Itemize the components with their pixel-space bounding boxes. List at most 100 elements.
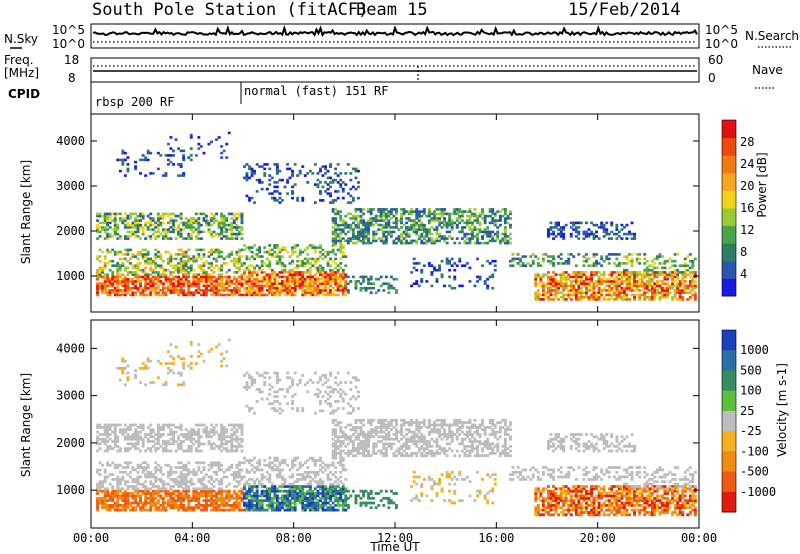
data-cell (237, 494, 241, 498)
data-cell (187, 282, 191, 285)
data-cell (237, 423, 241, 427)
data-cell (645, 295, 649, 299)
data-cell (673, 291, 677, 294)
data-cell (286, 291, 289, 294)
data-cell (113, 280, 117, 283)
data-cell (650, 286, 654, 290)
data-cell (96, 496, 99, 500)
data-cell (389, 235, 393, 238)
data-cell (118, 480, 122, 484)
data-cell (605, 293, 609, 297)
data-cell (136, 494, 140, 498)
data-cell (372, 282, 376, 285)
data-cell (199, 442, 203, 446)
data-cell (265, 289, 269, 292)
data-cell (189, 257, 193, 261)
data-cell (123, 366, 127, 370)
data-cell (379, 237, 383, 240)
data-cell (351, 235, 355, 238)
data-cell (207, 487, 211, 491)
data-cell (151, 504, 155, 507)
data-cell (263, 271, 267, 274)
data-cell (179, 440, 183, 443)
data-cell (156, 426, 160, 429)
data-cell (275, 259, 279, 263)
data-cell (164, 291, 168, 294)
data-cell (686, 255, 690, 258)
data-cell (635, 257, 639, 261)
data-cell (111, 492, 115, 495)
data-cell (144, 248, 148, 252)
data-cell (367, 219, 370, 222)
data-cell (212, 284, 216, 288)
data-cell (270, 508, 274, 512)
data-cell (235, 470, 239, 474)
data-cell (683, 289, 687, 292)
data-cell (205, 435, 208, 439)
data-cell (483, 228, 487, 231)
data-cell (210, 475, 213, 479)
data-cell (574, 295, 578, 299)
data-cell (367, 237, 370, 240)
data-cell (197, 230, 201, 234)
data-cell (116, 286, 120, 290)
data-cell (210, 492, 213, 495)
data-cell (567, 257, 571, 261)
data-cell (217, 480, 221, 484)
data-cell (339, 178, 343, 182)
data-cell (250, 282, 254, 285)
data-cell (288, 489, 292, 493)
data-cell (192, 226, 196, 229)
data-cell (443, 239, 446, 243)
data-cell (240, 437, 244, 441)
data-cell (281, 289, 284, 292)
data-cell (691, 277, 695, 281)
data-cell (265, 275, 269, 279)
data-cell (144, 271, 148, 274)
data-cell (559, 226, 563, 229)
data-cell (126, 221, 130, 225)
data-cell (151, 232, 155, 236)
data-cell (620, 291, 624, 294)
data-cell (440, 212, 444, 216)
data-cell (458, 210, 462, 213)
data-cell (293, 183, 297, 186)
data-cell (141, 255, 145, 258)
data-cell (562, 237, 566, 240)
data-cell (319, 246, 322, 249)
data-cell (245, 275, 249, 279)
data-cell (96, 506, 99, 510)
data-cell (118, 158, 122, 162)
data-cell (235, 501, 239, 505)
data-cell (278, 248, 282, 252)
data-cell (205, 501, 208, 505)
data-cell (258, 291, 262, 294)
data-cell (139, 250, 142, 254)
data-cell (620, 289, 624, 292)
data-cell (149, 499, 153, 502)
data-cell (450, 223, 454, 227)
data-cell (202, 212, 206, 216)
data-cell (118, 449, 122, 453)
data-cell (220, 359, 224, 363)
data-cell (293, 494, 297, 498)
data-cell (389, 275, 393, 279)
data-cell (364, 232, 368, 236)
data-cell (362, 223, 365, 227)
data-cell (688, 271, 692, 274)
data-cell (154, 282, 158, 285)
data-cell (283, 248, 287, 252)
data-cell (587, 282, 591, 285)
data-cell (197, 343, 201, 346)
data-cell (427, 212, 431, 216)
data-cell (557, 289, 560, 292)
data-cell (248, 167, 251, 171)
data-cell (207, 435, 211, 439)
data-cell (131, 501, 135, 505)
data-cell (194, 282, 198, 285)
data-cell (225, 449, 229, 453)
data-cell (585, 230, 588, 234)
data-cell (341, 219, 345, 222)
data-cell (184, 250, 188, 254)
data-cell (151, 489, 155, 493)
